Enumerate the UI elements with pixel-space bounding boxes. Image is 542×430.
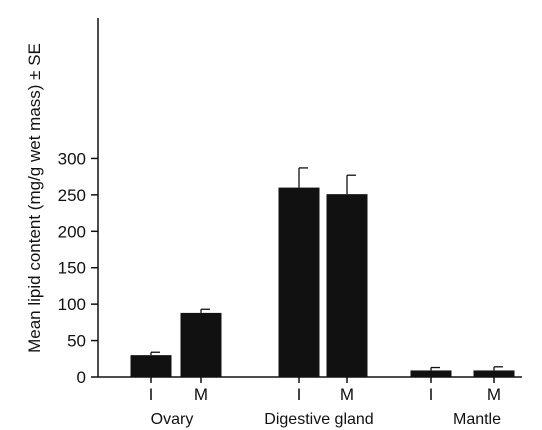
bar-label: M xyxy=(487,385,501,404)
bar xyxy=(278,187,320,377)
bar-label: M xyxy=(194,385,208,404)
y-tick-label: 200 xyxy=(58,222,86,241)
bar xyxy=(180,312,222,377)
bar-label: I xyxy=(297,385,302,404)
y-tick-label: 0 xyxy=(77,368,86,387)
y-tick-label: 150 xyxy=(58,259,86,278)
group-label: Mantle xyxy=(453,411,501,428)
bar-label: M xyxy=(340,385,354,404)
y-tick-label: 100 xyxy=(58,295,86,314)
y-tick-label: 50 xyxy=(67,332,86,351)
bar xyxy=(130,355,172,377)
bar-label: I xyxy=(149,385,154,404)
bar xyxy=(473,370,515,377)
group-label: Digestive gland xyxy=(264,411,373,428)
group-label: Ovary xyxy=(151,411,194,428)
bar-label: I xyxy=(429,385,434,404)
bars xyxy=(130,167,515,377)
y-tick-label: 250 xyxy=(58,186,86,205)
bar xyxy=(410,370,452,377)
bar xyxy=(326,194,368,377)
y-tick-label: 300 xyxy=(58,149,86,168)
y-axis: 0 50 100 150 200 250 300 xyxy=(58,18,99,387)
y-axis-title: Mean lipid content (mg/g wet mass) ± SE xyxy=(25,43,44,353)
